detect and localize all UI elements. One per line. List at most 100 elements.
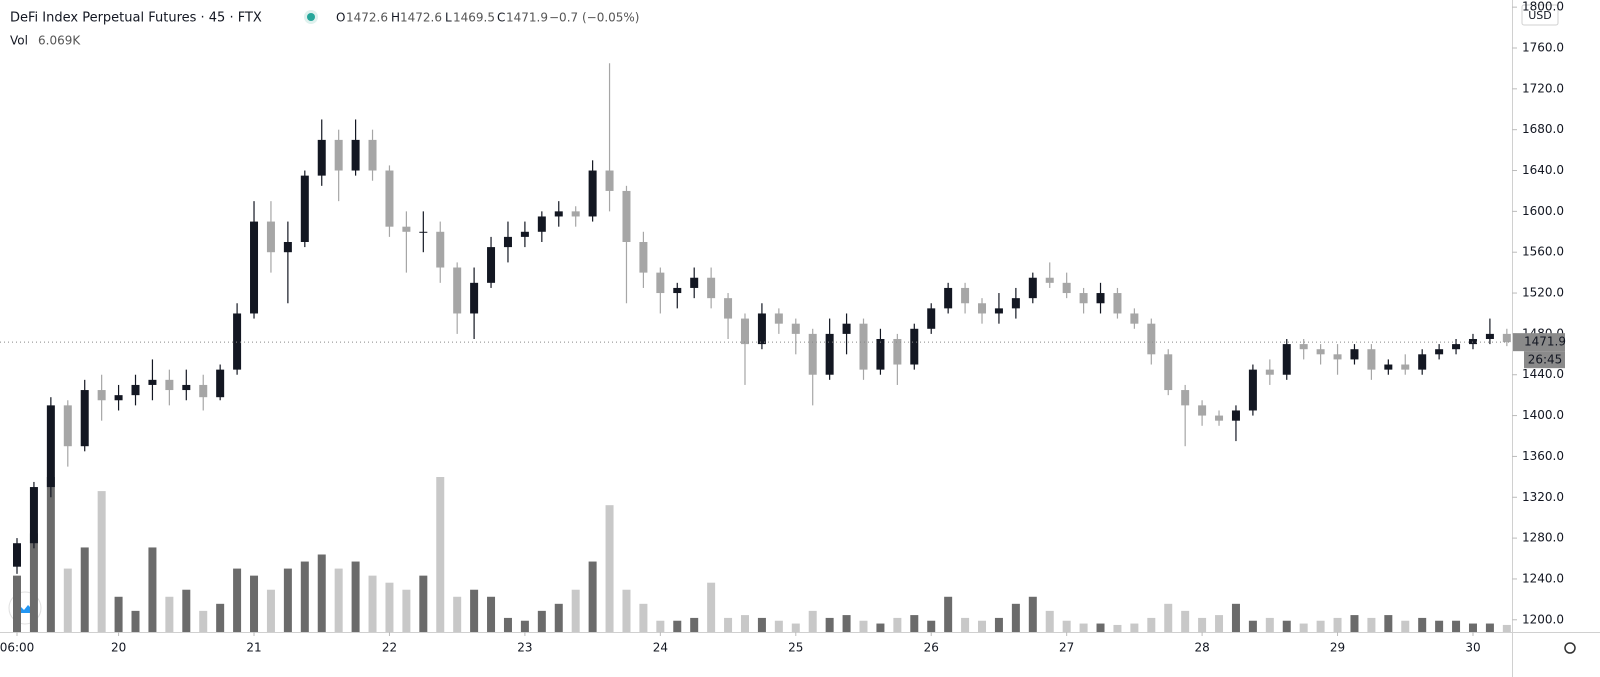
volume-bar xyxy=(114,596,123,632)
currency-label[interactable]: USD xyxy=(1528,9,1552,22)
volume-bar xyxy=(487,596,496,632)
candle-body xyxy=(216,369,225,398)
settings-icon[interactable] xyxy=(1564,642,1576,654)
volume-bar xyxy=(334,568,343,632)
volume-bar xyxy=(1384,615,1393,632)
volume-bar xyxy=(724,617,733,632)
volume-bar xyxy=(470,589,479,632)
candle-body xyxy=(1316,349,1325,355)
volume-bar xyxy=(131,610,140,632)
volume-bar xyxy=(1215,615,1224,632)
volume-bar xyxy=(419,575,428,632)
candle-body xyxy=(1079,293,1088,304)
candle-body xyxy=(893,338,902,365)
volume-bar xyxy=(317,554,326,632)
volume-bar xyxy=(63,568,72,632)
volume-bar xyxy=(13,575,21,632)
status-dot xyxy=(307,13,315,21)
volume-bar xyxy=(148,547,157,632)
volume-bar xyxy=(1265,617,1274,632)
candle-body xyxy=(351,139,360,171)
y-tick-label: 1240.0 xyxy=(1522,571,1564,585)
volume-bar xyxy=(520,620,529,632)
candle-body xyxy=(1282,344,1291,375)
candle-body xyxy=(1113,293,1122,314)
candle-body xyxy=(1350,349,1359,360)
high-value: 1472.6 xyxy=(400,11,442,25)
y-tick-label: 1560.0 xyxy=(1522,245,1564,259)
candle-body xyxy=(690,277,699,288)
volume-bar xyxy=(182,589,191,632)
x-tick-label: 29 xyxy=(1330,641,1345,655)
low-value: 1469.5 xyxy=(453,11,495,25)
volume-bar xyxy=(791,623,800,632)
volume-bar xyxy=(808,610,817,632)
volume-bar xyxy=(1299,623,1308,632)
candle-body xyxy=(1198,405,1207,416)
candle-body xyxy=(842,323,851,334)
volume-bar xyxy=(503,617,512,632)
legend: DeFi Index Perpetual Futures · 45 · FTX … xyxy=(10,10,640,48)
volume-bar xyxy=(1367,617,1376,632)
x-tick-label: 20 xyxy=(111,641,126,655)
candle-body xyxy=(1435,349,1444,355)
y-tick-label: 1680.0 xyxy=(1522,122,1564,136)
volume-bar xyxy=(1147,617,1156,632)
candle-body xyxy=(724,298,733,319)
candle-body xyxy=(757,313,766,345)
candle-body xyxy=(1181,390,1190,406)
volume-bar xyxy=(622,589,631,632)
candle-body xyxy=(470,282,479,314)
candle-body xyxy=(1045,277,1054,283)
candle-body xyxy=(994,308,1003,314)
candle-body xyxy=(1164,354,1173,391)
candle-body xyxy=(571,211,580,217)
candle-body xyxy=(1418,354,1427,370)
volume-value: 6.069K xyxy=(38,34,81,48)
candle-body xyxy=(537,216,546,232)
close-value: 1471.9 xyxy=(506,11,548,25)
volume-bar xyxy=(1485,623,1494,632)
volume-bar xyxy=(1113,624,1122,632)
volume-bar xyxy=(1435,620,1444,632)
candle-body xyxy=(131,384,140,396)
volume-bar xyxy=(1028,596,1037,632)
y-tick-label: 1200.0 xyxy=(1522,612,1564,626)
candle-body xyxy=(317,139,326,176)
candle-body xyxy=(283,241,292,253)
volume-bar xyxy=(1079,623,1088,632)
x-tick-label: 23 xyxy=(517,641,532,655)
volume-bar xyxy=(893,617,902,632)
candle-body xyxy=(639,241,648,273)
x-tick-label: 06:00 xyxy=(0,641,34,655)
volume-bar xyxy=(1282,620,1291,632)
candle-body xyxy=(114,395,123,401)
volume-bar xyxy=(97,491,106,632)
x-tick-label: 30 xyxy=(1465,641,1480,655)
volume-label: Vol xyxy=(10,34,28,48)
candle-body xyxy=(944,287,953,309)
candle-body xyxy=(199,384,208,398)
volume-bar xyxy=(944,596,953,632)
volume-bar xyxy=(216,603,225,632)
candle-body xyxy=(1502,333,1511,343)
candle-body xyxy=(656,272,665,294)
candle-body xyxy=(300,175,309,242)
candle-body xyxy=(13,543,21,567)
y-tick-label: 1440.0 xyxy=(1522,367,1564,381)
candle-body xyxy=(148,379,157,385)
volume-bar xyxy=(588,561,597,632)
candle-body xyxy=(774,313,783,324)
currency-box[interactable] xyxy=(1521,4,1559,26)
candle-body xyxy=(605,170,614,191)
symbol-title[interactable]: DeFi Index Perpetual Futures · 45 · FTX xyxy=(10,11,262,26)
volume-bar xyxy=(876,623,885,632)
candle-body xyxy=(503,236,512,248)
volume-bar xyxy=(978,620,987,632)
last-price-box xyxy=(1513,333,1565,352)
volume-bar xyxy=(1502,624,1511,632)
volume-bar xyxy=(673,620,682,632)
